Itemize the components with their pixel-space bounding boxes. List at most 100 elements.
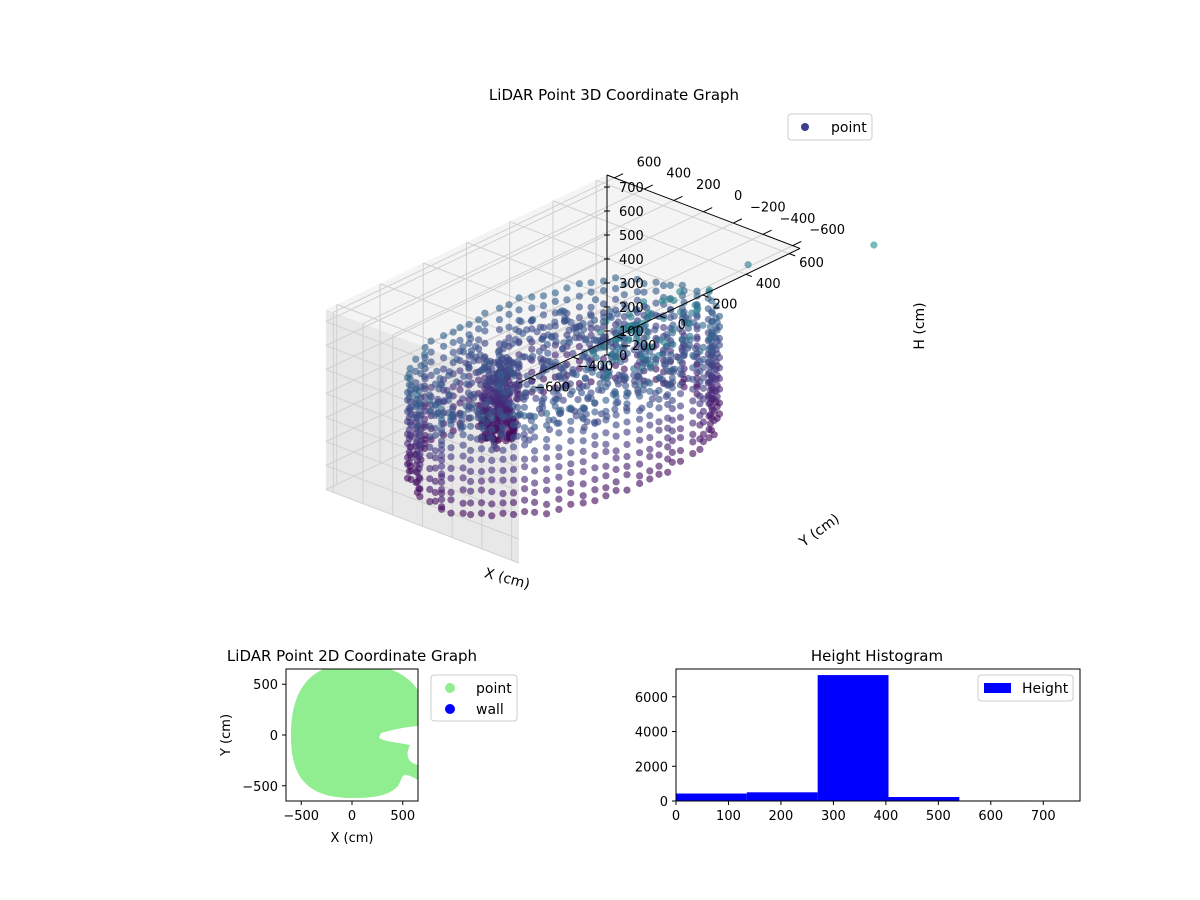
- point-3d: [438, 495, 446, 503]
- point-3d: [689, 351, 697, 359]
- x-tick-label-histogram: 100: [716, 809, 741, 824]
- y-tick-label-3d: 200: [696, 178, 721, 193]
- point-3d: [612, 411, 620, 419]
- point-3d: [532, 394, 540, 402]
- point-3d: [646, 412, 654, 420]
- point-3d: [477, 509, 486, 517]
- point-3d: [416, 485, 424, 493]
- point-3d: [445, 371, 453, 380]
- point-3d: [543, 443, 551, 451]
- point-3d: [646, 475, 654, 483]
- point-3d: [620, 344, 628, 352]
- point-3d: [612, 421, 620, 429]
- point-3d: [696, 411, 704, 419]
- point-3d: [555, 444, 563, 452]
- point-3d: [435, 385, 443, 393]
- point-3d: [467, 487, 475, 495]
- x-tick-3d: [702, 294, 709, 298]
- point-3d: [465, 320, 473, 328]
- point-3d: [679, 351, 688, 359]
- point-3d: [416, 440, 424, 448]
- point-3d: [509, 454, 518, 462]
- point-3d: [477, 367, 485, 375]
- point-3d: [575, 343, 584, 351]
- point-3d: [710, 387, 718, 395]
- point-3d: [431, 424, 439, 432]
- point-3d: [591, 408, 599, 416]
- point-3d: [526, 335, 534, 343]
- y-tick-label-3d: −400: [780, 212, 816, 227]
- point-3d: [467, 351, 475, 359]
- point-3d: [515, 306, 523, 314]
- point-3d: [404, 460, 412, 468]
- point-3d: [696, 378, 704, 386]
- point-3d: [636, 449, 644, 457]
- point-3d: [693, 313, 701, 321]
- point-3d: [623, 388, 631, 397]
- point-3d: [587, 288, 595, 296]
- point-3d: [591, 296, 600, 304]
- z-tick-label-3d: 0: [619, 349, 627, 364]
- point-3d: [693, 335, 701, 343]
- point-3d: [459, 423, 467, 431]
- point-3d: [509, 465, 518, 474]
- axes-3d-ticks: −600−400−2000200400600−600−400−200020040…: [518, 155, 845, 395]
- point-3d: [459, 464, 467, 472]
- point-3d: [551, 297, 559, 305]
- point-3d: [538, 335, 547, 343]
- point-3d: [636, 436, 644, 444]
- point-3d: [438, 485, 446, 494]
- point-3d: [509, 421, 518, 429]
- point-3d: [664, 424, 672, 432]
- point-3d: [602, 462, 610, 470]
- point-3d: [477, 467, 486, 476]
- point-3d: [669, 326, 677, 334]
- point-3d: [689, 407, 697, 415]
- legend-box: [787, 113, 873, 141]
- point-3d: [560, 339, 568, 347]
- histogram-bar: [888, 797, 960, 801]
- point-3d: [470, 357, 478, 365]
- point-3d: [647, 343, 655, 351]
- point-3d: [416, 419, 424, 427]
- point-3d: [590, 349, 598, 358]
- point-3d: [614, 318, 622, 326]
- point-3d: [488, 488, 496, 496]
- point-3d: [670, 296, 678, 304]
- point-3d: [635, 373, 643, 381]
- point-3d: [678, 281, 687, 289]
- point-3d: [447, 431, 455, 439]
- point-3d: [521, 463, 529, 471]
- point-3d: [559, 345, 567, 353]
- point-3d: [486, 377, 494, 385]
- y-tick-3d: [762, 229, 772, 235]
- point-3d: [404, 374, 412, 382]
- point-3d: [511, 336, 520, 344]
- point-3d: [505, 323, 513, 331]
- point-3d: [447, 474, 455, 482]
- point-3d: [431, 497, 439, 505]
- point-3d: [484, 398, 492, 406]
- point-3d: [664, 468, 672, 476]
- point-3d: [693, 292, 701, 300]
- point-3d: [537, 409, 546, 417]
- point-3d: [630, 346, 638, 354]
- point-3d: [602, 383, 610, 391]
- point-3d: [655, 395, 663, 403]
- point-3d: [664, 381, 672, 389]
- point-3d: [488, 425, 496, 433]
- point-3d: [467, 422, 475, 430]
- point-3d: [548, 333, 556, 341]
- point-3d: [612, 478, 620, 486]
- point-3d: [715, 312, 724, 320]
- point-3d: [689, 450, 697, 458]
- point-3d: [543, 409, 551, 417]
- point-3d: [528, 293, 536, 301]
- point-3d: [713, 326, 721, 334]
- scatter-3d-points: [404, 241, 878, 520]
- point-3d: [407, 390, 415, 398]
- point-3d: [640, 288, 648, 296]
- point-3d: [555, 486, 563, 494]
- point-3d: [427, 371, 435, 379]
- x-tick-label-histogram: 700: [1031, 809, 1056, 824]
